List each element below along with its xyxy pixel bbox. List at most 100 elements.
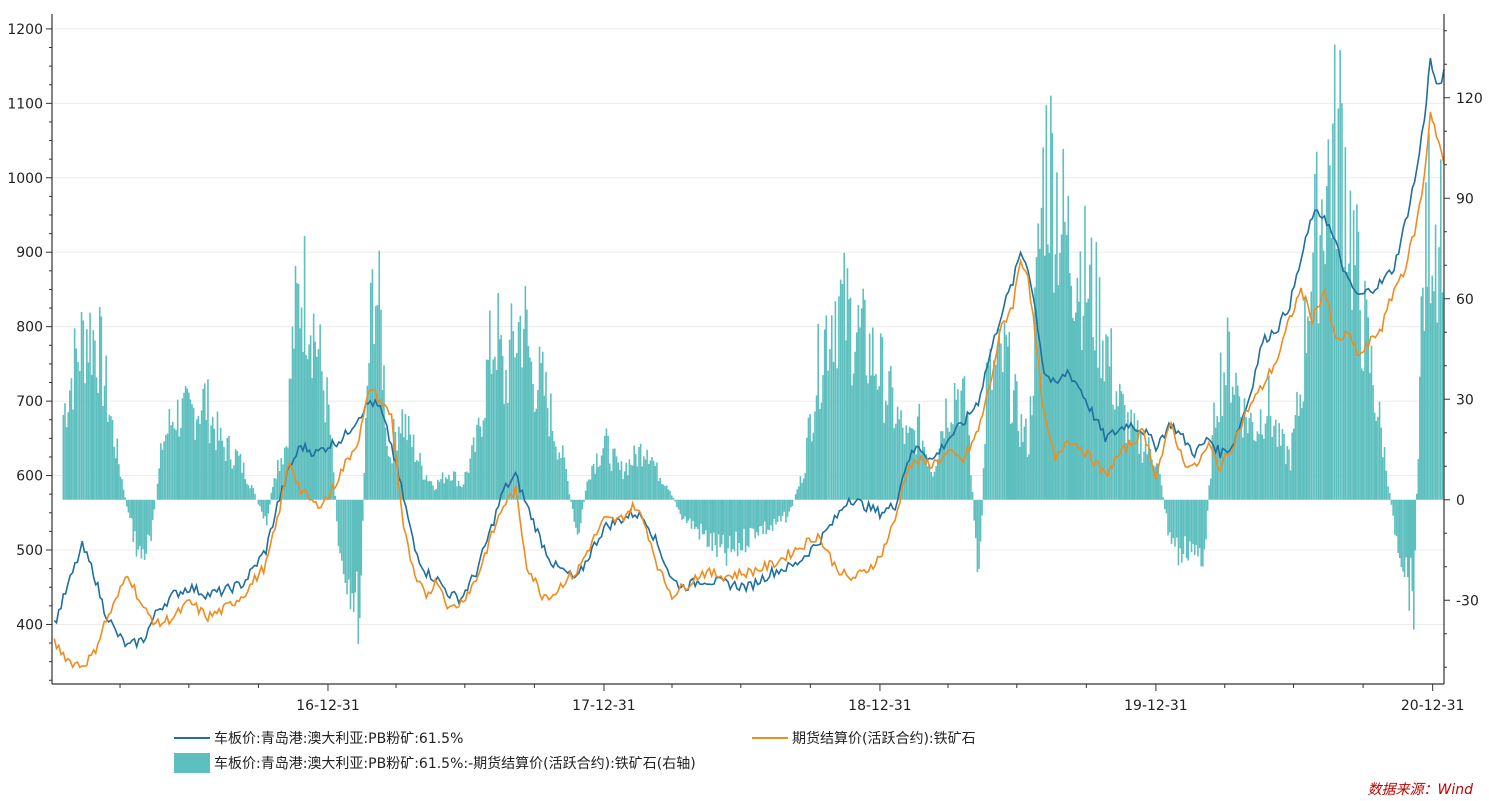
spread-bar bbox=[1398, 499, 1401, 559]
spread-bar bbox=[246, 483, 248, 500]
spread-bar bbox=[709, 499, 712, 534]
spread-bar bbox=[1276, 446, 1279, 500]
spread-bar bbox=[67, 412, 70, 500]
spread-bar bbox=[543, 395, 546, 500]
spread-bar bbox=[498, 339, 501, 500]
right-axis-tick-label: 120 bbox=[1456, 91, 1483, 107]
spread-bar bbox=[1322, 250, 1325, 500]
spread-bar bbox=[550, 393, 552, 500]
spread-bar bbox=[786, 499, 789, 517]
spread-bar bbox=[895, 423, 897, 500]
spread-bar bbox=[981, 499, 983, 516]
spread-bar bbox=[254, 493, 256, 500]
spread-bar bbox=[524, 286, 527, 500]
spread-bar bbox=[517, 322, 520, 500]
spread-bar bbox=[620, 461, 623, 500]
spread-bar bbox=[560, 458, 562, 500]
spread-bar bbox=[497, 292, 499, 500]
spread-bar bbox=[641, 466, 644, 500]
spread-bar bbox=[180, 428, 182, 500]
spread-bar bbox=[241, 472, 243, 500]
spread-bar bbox=[907, 432, 909, 500]
spread-bar bbox=[643, 456, 645, 500]
spread-bar bbox=[469, 458, 472, 500]
spread-bar bbox=[1210, 478, 1212, 500]
spread-bar bbox=[1023, 426, 1026, 500]
spread-bar bbox=[148, 499, 151, 536]
spread-bar bbox=[360, 499, 363, 576]
spread-bar bbox=[966, 414, 969, 500]
spread-bar bbox=[781, 499, 784, 517]
spread-bar bbox=[1197, 499, 1199, 557]
legend-swatch-spread bbox=[174, 753, 210, 773]
spread-bar bbox=[720, 499, 723, 545]
right-axis-tick-label: 30 bbox=[1456, 392, 1474, 408]
spread-bar bbox=[452, 471, 455, 500]
spread-bar bbox=[412, 434, 415, 500]
spread-bar bbox=[1416, 493, 1418, 500]
spread-bar bbox=[1200, 499, 1203, 567]
spread-bar bbox=[667, 489, 670, 500]
spread-bar bbox=[1346, 271, 1348, 500]
spread-bar bbox=[1269, 415, 1272, 500]
spread-bar bbox=[276, 459, 279, 500]
spread-bar bbox=[628, 459, 631, 500]
spread-bar bbox=[875, 373, 877, 500]
spread-bar bbox=[521, 367, 523, 500]
spread-bar bbox=[535, 408, 538, 500]
spread-bar bbox=[178, 436, 181, 500]
spread-bar bbox=[752, 499, 755, 529]
spread-bar bbox=[1189, 499, 1191, 542]
spread-bar bbox=[480, 436, 483, 500]
spread-bar bbox=[1406, 499, 1409, 578]
spread-bar bbox=[599, 465, 601, 500]
spread-bar bbox=[355, 499, 358, 572]
spread-bar bbox=[530, 361, 533, 500]
spread-bar bbox=[555, 446, 557, 500]
spread-bar bbox=[1203, 499, 1206, 550]
spread-bar bbox=[1365, 299, 1368, 500]
spread-bar bbox=[1184, 499, 1186, 537]
spread-bar bbox=[1146, 454, 1148, 500]
spread-bar bbox=[1177, 499, 1180, 566]
spread-bar bbox=[151, 499, 154, 520]
spread-bar bbox=[357, 499, 360, 645]
spread-bar bbox=[1296, 391, 1298, 500]
spread-bar bbox=[1312, 252, 1314, 500]
spread-bar bbox=[1351, 309, 1353, 500]
spread-bar bbox=[689, 499, 691, 519]
spread-bar bbox=[968, 435, 971, 500]
spread-bar bbox=[602, 448, 604, 500]
spread-bar bbox=[1278, 423, 1281, 500]
spread-bar bbox=[233, 465, 235, 500]
spread-bar bbox=[156, 483, 159, 500]
spread-bar bbox=[770, 499, 772, 526]
spread-bar bbox=[95, 377, 98, 500]
spread-bar bbox=[215, 450, 217, 500]
spread-bar bbox=[472, 437, 475, 500]
spread-bar bbox=[399, 433, 402, 500]
spread-bar bbox=[1216, 416, 1219, 500]
spread-bar bbox=[464, 472, 467, 500]
spread-bar bbox=[649, 460, 652, 500]
spread-bar bbox=[1152, 465, 1155, 500]
spread-bar bbox=[1097, 367, 1099, 500]
spread-bar bbox=[546, 408, 549, 500]
spread-bar bbox=[1422, 287, 1424, 500]
spread-bar bbox=[820, 402, 823, 500]
spread-bar bbox=[1420, 296, 1423, 500]
spread-bar bbox=[130, 499, 133, 519]
spread-bar bbox=[757, 499, 760, 536]
spread-bar bbox=[932, 476, 934, 500]
spread-bar bbox=[72, 409, 74, 500]
spread-bar bbox=[519, 315, 522, 500]
spread-bar bbox=[1067, 195, 1070, 500]
spread-bar bbox=[1425, 182, 1427, 500]
spread-bar bbox=[533, 411, 536, 500]
spread-bar bbox=[1349, 190, 1352, 500]
spread-bar bbox=[785, 499, 787, 523]
spread-bar bbox=[305, 355, 307, 500]
spread-bar bbox=[1093, 350, 1096, 500]
spread-bar bbox=[140, 499, 143, 559]
spread-bar bbox=[373, 344, 375, 500]
